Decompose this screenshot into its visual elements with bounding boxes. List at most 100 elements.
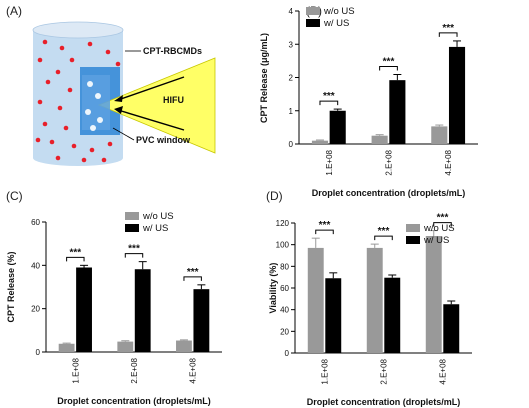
y-tick-label: 3 bbox=[289, 40, 294, 49]
y-tick-label: 40 bbox=[280, 306, 289, 315]
significance-label: *** bbox=[128, 244, 140, 255]
bubble bbox=[90, 125, 96, 131]
droplet bbox=[49, 139, 55, 145]
droplet bbox=[37, 99, 43, 105]
legend-swatch bbox=[406, 224, 420, 232]
y-tick-label: 80 bbox=[280, 262, 289, 271]
bar bbox=[117, 341, 134, 352]
label-hifu: HIFU bbox=[163, 95, 184, 105]
bar bbox=[371, 135, 388, 144]
legend-label: w/ US bbox=[142, 223, 168, 234]
y-tick-label: 4 bbox=[289, 7, 294, 16]
droplet bbox=[115, 61, 121, 67]
legend-swatch bbox=[125, 224, 139, 232]
label-droplets: CPT-RBCMDs bbox=[143, 46, 202, 56]
bar bbox=[193, 289, 210, 352]
y-tick-label: 20 bbox=[280, 327, 289, 336]
legend-swatch bbox=[306, 7, 320, 15]
arrow-line-top bbox=[117, 76, 185, 101]
bar bbox=[431, 126, 448, 144]
y-tick-label: 100 bbox=[276, 241, 290, 250]
droplet bbox=[89, 147, 95, 153]
y-tick-label: 0 bbox=[36, 348, 41, 357]
bar bbox=[389, 80, 406, 144]
y-tick-label: 60 bbox=[280, 284, 289, 293]
droplet bbox=[71, 143, 77, 149]
significance-bracket bbox=[374, 235, 393, 241]
significance-bracket bbox=[438, 32, 458, 37]
x-tick-label: 1.E+08 bbox=[325, 149, 334, 175]
y-axis-label: Viability (%) bbox=[268, 263, 278, 314]
bar bbox=[176, 340, 192, 352]
chart-d: (D) 0 20 40 60 80 100 120 Viability (%) *** 1.E+08… bbox=[266, 189, 472, 407]
hifu-beam bbox=[97, 57, 216, 154]
bubble bbox=[95, 93, 101, 99]
arrow-line-bottom bbox=[117, 109, 185, 131]
bar bbox=[134, 269, 151, 352]
significance-label: *** bbox=[378, 226, 390, 237]
legend-label: w/o US bbox=[423, 223, 455, 234]
y-tick-label: 1 bbox=[289, 107, 294, 116]
bar bbox=[384, 277, 401, 353]
significance-label: *** bbox=[383, 57, 395, 68]
y-tick-label: 60 bbox=[31, 218, 40, 227]
droplet bbox=[35, 137, 41, 143]
droplet bbox=[37, 57, 43, 63]
legend-swatch bbox=[406, 236, 420, 244]
significance-label: *** bbox=[319, 220, 331, 231]
legend-label: w/ US bbox=[423, 235, 449, 246]
significance-bracket bbox=[315, 229, 334, 235]
legend-label: w/ US bbox=[323, 18, 349, 29]
significance-label: *** bbox=[442, 23, 454, 34]
bubbles-group bbox=[85, 81, 103, 131]
x-tick-label: 2.E+08 bbox=[380, 358, 389, 384]
bar bbox=[307, 247, 324, 353]
droplets-group bbox=[35, 39, 121, 163]
x-tick-label: 2.E+08 bbox=[130, 357, 139, 383]
chart-c: (C) 0 20 40 60 CPT Release (%) *** 1.E+08 *** 2.E… bbox=[6, 189, 222, 406]
bar bbox=[448, 46, 466, 144]
x-tick-label: 4.E+08 bbox=[444, 149, 453, 175]
panel-a-schematic: (A) CPT-RBCMDs HIFU PVC window bbox=[6, 4, 216, 166]
significance-bracket bbox=[183, 276, 202, 281]
x-tick-label: 2.E+08 bbox=[385, 149, 394, 175]
droplet bbox=[55, 69, 61, 75]
droplet bbox=[42, 39, 48, 45]
significance-bracket bbox=[124, 253, 144, 258]
significance-label: *** bbox=[437, 213, 449, 224]
bar bbox=[311, 140, 329, 144]
significance-bracket bbox=[66, 256, 85, 262]
droplet bbox=[45, 79, 51, 85]
droplet bbox=[67, 87, 73, 93]
cavitation-zone bbox=[82, 75, 110, 130]
bar bbox=[58, 343, 75, 352]
x-tick-label: 1.E+08 bbox=[71, 357, 80, 383]
droplet bbox=[107, 141, 113, 147]
panel-a-label: (A) bbox=[6, 4, 22, 18]
droplet bbox=[69, 57, 75, 63]
significance-bracket bbox=[379, 66, 398, 71]
label-window: PVC window bbox=[136, 135, 191, 145]
bar bbox=[443, 304, 460, 353]
panel-label: (D) bbox=[266, 189, 283, 203]
significance-bracket bbox=[319, 100, 339, 106]
droplet bbox=[55, 155, 61, 161]
y-axis-label: CPT Release (μg/mL) bbox=[259, 33, 269, 123]
droplet bbox=[105, 49, 111, 55]
y-tick-label: 40 bbox=[31, 261, 40, 270]
droplet bbox=[87, 41, 93, 47]
leader-window bbox=[112, 127, 135, 141]
x-axis-label: Droplet concentration (droplets/mL) bbox=[312, 188, 466, 198]
bar bbox=[76, 267, 92, 352]
significance-label: *** bbox=[187, 267, 199, 278]
bubble bbox=[87, 81, 93, 87]
panel-label: (C) bbox=[6, 189, 23, 203]
y-tick-label: 0 bbox=[289, 140, 294, 149]
significance-label: *** bbox=[69, 247, 81, 258]
arrow-head-top bbox=[114, 95, 123, 102]
y-tick-label: 2 bbox=[289, 74, 294, 83]
x-axis-label: Droplet concentration (droplets/mL) bbox=[307, 397, 461, 407]
legend-label: w/o US bbox=[142, 211, 174, 222]
